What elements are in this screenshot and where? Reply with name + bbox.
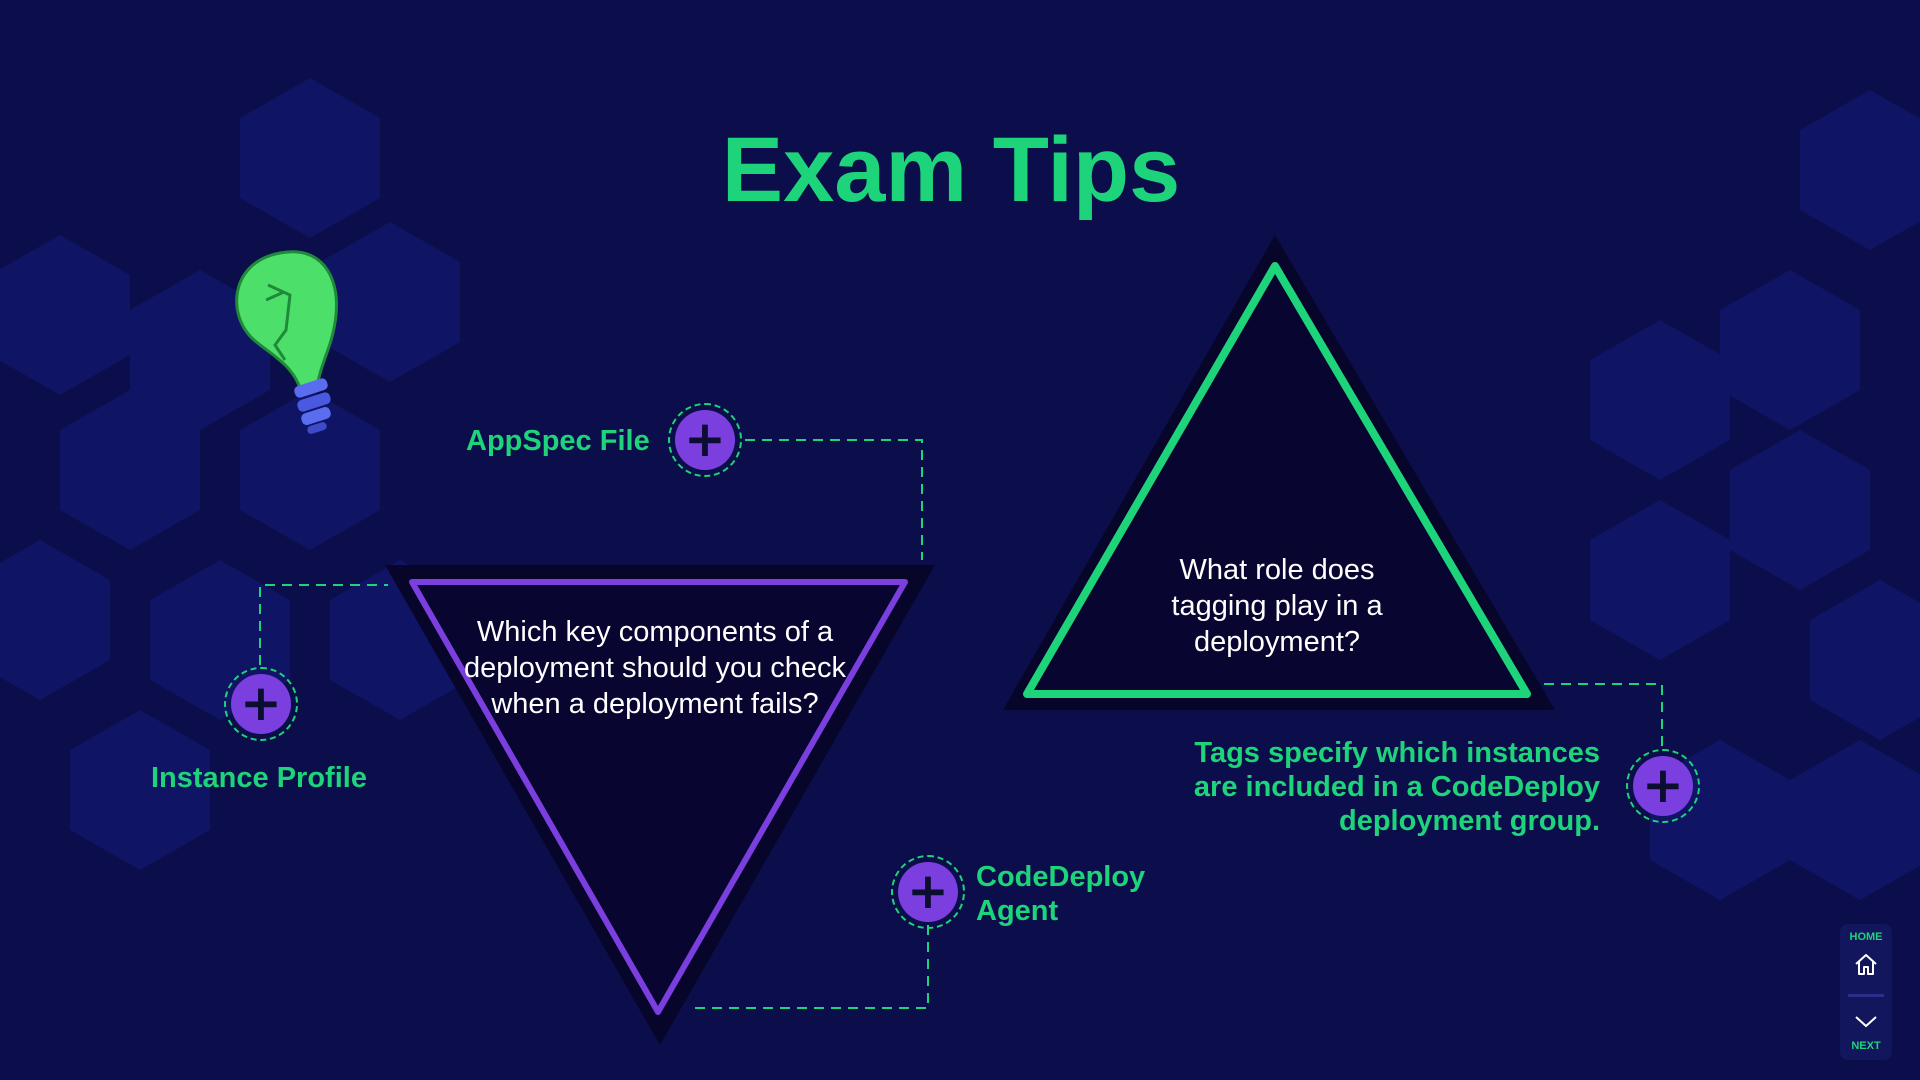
home-label[interactable]: HOME (1849, 931, 1883, 943)
tags-button[interactable]: + (1626, 749, 1700, 823)
lightbulb-icon (235, 250, 338, 434)
connector-lines (259, 439, 1663, 1009)
plus-icon: + (684, 410, 726, 468)
next-label[interactable]: NEXT (1851, 1040, 1881, 1052)
right-triangle (1003, 235, 1555, 710)
nav-divider (1848, 994, 1884, 997)
plus-icon: + (1642, 756, 1684, 814)
codedeploy-agent-label: CodeDeploy Agent (976, 861, 1146, 927)
home-icon[interactable] (1853, 951, 1879, 977)
instance-connector (259, 584, 388, 665)
right-triangle-question: What role does tagging play in a deploym… (1171, 554, 1383, 658)
appspec-file-button[interactable]: + (668, 403, 742, 477)
codedeploy-agent-button[interactable]: + (891, 855, 965, 929)
agent-connector (688, 925, 929, 1009)
slide-title: Exam Tips (721, 119, 1181, 221)
appspec-file-label: AppSpec File (466, 425, 650, 457)
instance-profile-button[interactable]: + (224, 667, 298, 741)
tags-answer-label: Tags specify which instances are include… (1193, 737, 1600, 837)
chevron-down-icon[interactable] (1853, 1012, 1879, 1032)
instance-profile-label: Instance Profile (151, 762, 367, 794)
left-triangle (385, 565, 935, 1045)
background-hexagons (0, 78, 1920, 900)
plus-icon: + (240, 674, 282, 732)
appspec-connector (745, 439, 923, 560)
navigation-panel: HOME NEXT (1840, 924, 1892, 1060)
left-triangle-question: Which key components of a deployment sho… (463, 616, 847, 720)
tags-connector (1544, 683, 1663, 750)
plus-icon: + (907, 862, 949, 920)
